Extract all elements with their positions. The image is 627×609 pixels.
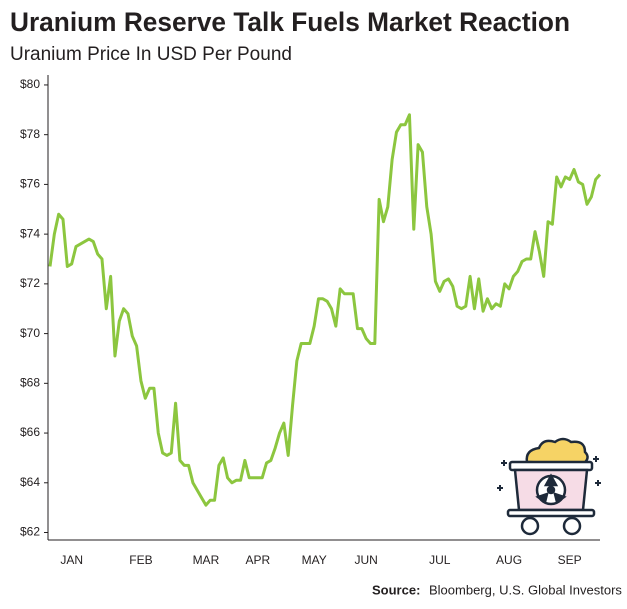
x-tick-label: JAN (60, 553, 83, 567)
x-tick-label: JUN (354, 553, 377, 567)
source: Bloomberg, U.S. Global Investors (429, 582, 622, 597)
x-tick-label: MAY (302, 553, 327, 567)
chart-title: Uranium Reserve Talk Fuels Market Reacti… (10, 7, 570, 37)
y-tick-label: $70 (20, 326, 40, 340)
source-label: Source: (372, 582, 420, 597)
y-tick-label: $64 (20, 475, 40, 489)
y-tick-label: $78 (20, 127, 40, 141)
x-tick-label: SEP (558, 553, 582, 567)
y-tick-label: $80 (20, 77, 40, 91)
x-tick-label: APR (246, 553, 271, 567)
y-tick-label: $76 (20, 177, 40, 191)
x-tick-label: JUL (429, 553, 451, 567)
y-tick-label: $72 (20, 276, 40, 290)
y-tick-label: $68 (20, 375, 40, 389)
x-tick-label: FEB (129, 553, 152, 567)
y-tick-label: $74 (20, 226, 40, 240)
y-tick-label: $62 (20, 525, 40, 539)
mine-cart-icon (497, 437, 601, 536)
x-tick-label: AUG (496, 553, 522, 567)
price-line (48, 113, 602, 507)
x-tick-label: MAR (193, 553, 220, 567)
chart-subtitle: Uranium Price In USD Per Pound (10, 44, 292, 65)
y-tick-label: $66 (20, 425, 40, 439)
